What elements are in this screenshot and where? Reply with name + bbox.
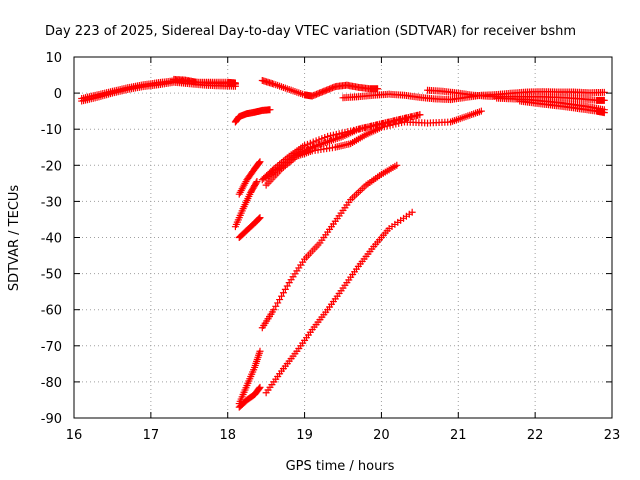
x-tick-label: 16	[66, 428, 83, 443]
data-point	[255, 215, 263, 223]
y-tick-label: -10	[41, 123, 62, 138]
y-tick-label: -40	[41, 232, 62, 247]
data-point	[416, 111, 424, 119]
chart-title: Day 223 of 2025, Sidereal Day-to-day VTE…	[45, 24, 576, 39]
series-arc-flat-right-4	[516, 97, 608, 117]
data-point	[255, 214, 263, 222]
data-point	[256, 383, 264, 391]
data-point	[253, 178, 261, 186]
x-tick-label: 21	[450, 428, 467, 443]
y-tick-label: -50	[41, 268, 62, 283]
x-tick-label: 23	[604, 428, 621, 443]
y-tick-label: -90	[41, 412, 62, 427]
y-tick-label: 10	[45, 51, 62, 66]
data-point	[256, 347, 264, 355]
x-tick-label: 19	[296, 428, 313, 443]
x-tick-label: 17	[143, 428, 160, 443]
y-tick-label: -20	[41, 159, 62, 174]
series-arc-wave	[258, 76, 382, 100]
series-arc-long-4	[235, 347, 264, 408]
series-arc-steep-3	[235, 214, 264, 241]
tick-layer: 16 17 18 19 20 21 22 23 10 0 -10 -20 -30 -40 -50 -60 -70…	[41, 51, 621, 443]
series-arc-steep-1	[235, 158, 264, 198]
data-point	[255, 159, 263, 167]
series-arc-main-3	[170, 75, 239, 87]
series-arc-long-2	[262, 208, 416, 397]
series-arc-rise-3	[262, 111, 424, 182]
series-arc-long-3	[235, 383, 264, 411]
data-point	[231, 79, 239, 87]
data-point	[600, 96, 608, 104]
data-point	[252, 179, 260, 187]
data-point	[477, 107, 485, 115]
data-point	[255, 384, 263, 392]
series-arc-steep-2	[231, 178, 261, 231]
data-point	[266, 106, 274, 114]
y-tick-label: -30	[41, 195, 62, 210]
y-tick-label: -60	[41, 304, 62, 319]
series-arc-long-1	[258, 161, 401, 332]
x-tick-label: 22	[527, 428, 544, 443]
data-point	[374, 85, 382, 93]
grid-layer	[74, 57, 612, 418]
y-tick-label: -70	[41, 340, 62, 355]
y-tick-label: -80	[41, 376, 62, 391]
x-tick-label: 18	[219, 428, 236, 443]
data-point	[600, 88, 608, 96]
y-tick-label: 0	[54, 87, 62, 102]
y-axis-label: SDTVAR / TECUs	[7, 185, 22, 292]
x-tick-label: 20	[373, 428, 390, 443]
series-layer	[78, 75, 608, 411]
data-point	[393, 161, 401, 169]
data-point	[600, 109, 608, 117]
data-point	[256, 214, 264, 222]
series-arc-short-left	[231, 106, 274, 126]
data-point	[408, 208, 416, 216]
x-axis-label: GPS time / hours	[286, 459, 395, 474]
data-point	[256, 158, 264, 166]
